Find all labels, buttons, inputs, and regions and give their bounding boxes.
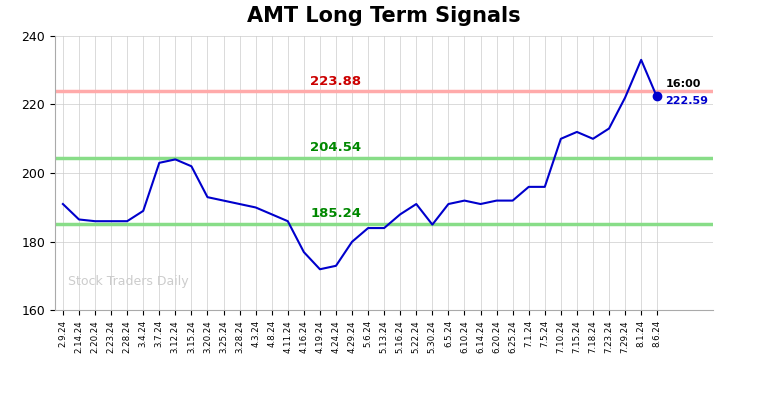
Text: 204.54: 204.54: [310, 141, 361, 154]
Text: 223.88: 223.88: [310, 75, 361, 88]
Text: 222.59: 222.59: [666, 96, 708, 106]
Text: 16:00: 16:00: [666, 79, 701, 89]
Title: AMT Long Term Signals: AMT Long Term Signals: [247, 6, 521, 26]
Text: Stock Traders Daily: Stock Traders Daily: [68, 275, 189, 289]
Text: 185.24: 185.24: [310, 207, 361, 220]
